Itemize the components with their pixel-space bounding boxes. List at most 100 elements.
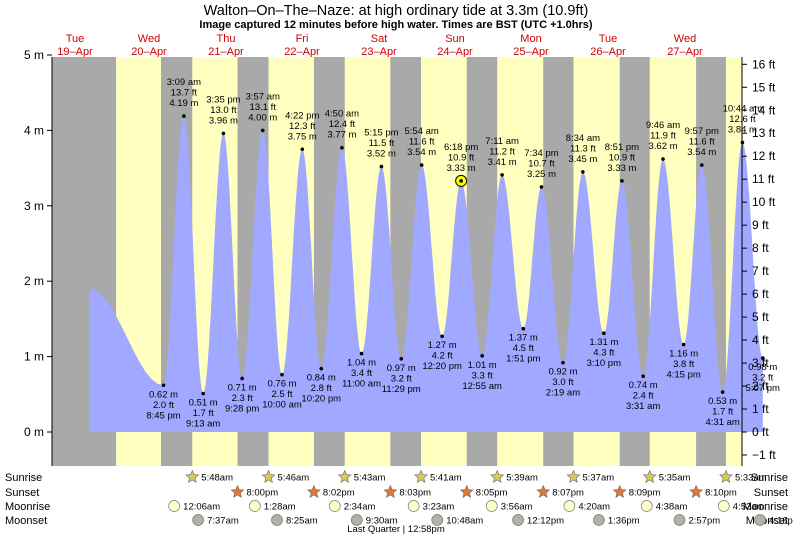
tide-dot (641, 374, 645, 379)
tide-dot (602, 331, 606, 336)
tide-label-text: 7:34 pm (524, 148, 558, 159)
sunset-icon (536, 484, 551, 498)
right-tick-label: 5 ft (752, 310, 769, 324)
sunset-icon (306, 484, 321, 498)
right-tick-label: 14 ft (752, 103, 776, 117)
tide-label-text: 11:29 pm (382, 384, 421, 395)
sunset-time: 8:05pm (476, 488, 508, 499)
right-tick-label: 13 ft (752, 126, 776, 140)
sunset-icon (230, 484, 245, 498)
low-tide-point: 1.37 m4.5 ft1:51 pm (506, 326, 541, 365)
tide-label-text: 3.62 m (648, 141, 677, 152)
sunset-event: 8:00pm (230, 484, 278, 499)
tide-label-text: 11.2 ft (489, 146, 515, 157)
moonset-icon (431, 514, 444, 526)
tide-label-text: 4:22 pm (285, 110, 319, 121)
day-date: 26–Apr (590, 46, 626, 58)
right-tick-label: 9 ft (752, 218, 769, 232)
tide-label-text: 10.9 ft (609, 152, 636, 163)
tide-label-text: 1.37 m (509, 333, 538, 344)
tide-label-text: 4:15 pm (666, 370, 700, 381)
sunrise-icon (337, 469, 352, 483)
tide-label-text: 3.2 ft (752, 373, 773, 384)
day-name: Tue (599, 33, 618, 45)
tide-label-text: 1.01 m (468, 360, 497, 371)
tide-label-text: 3:35 pm (206, 94, 240, 105)
moonrise-time: 12:06am (183, 502, 220, 513)
tide-label-text: 10:20 pm (301, 394, 341, 405)
tide-dot (699, 163, 704, 167)
moonrise-time: 3:56am (501, 502, 533, 513)
low-tide-point: 1.16 m3.8 ft4:15 pm (666, 342, 701, 381)
moonset-event: 9:30am (350, 514, 398, 527)
day-date: 24–Apr (437, 46, 473, 58)
day-name: Sun (445, 33, 465, 45)
day-name: Sat (371, 33, 388, 45)
tide-label-text: 3:09 am (167, 77, 201, 88)
tide-label-text: 8:34 am (566, 133, 600, 144)
tide-label-text: 4.19 m (169, 98, 198, 109)
tide-label-text: 2.8 ft (311, 383, 332, 394)
tide-label-text: 5:15 pm (364, 128, 398, 139)
low-tide-point: 0.53 m1.7 ft4:31 am (706, 390, 740, 428)
sunset-time: 8:09pm (629, 488, 661, 499)
tide-label-text: 13.1 ft (250, 102, 277, 113)
right-tick-label: 8 ft (752, 241, 769, 255)
tide-label-text: 12.3 ft (289, 121, 316, 132)
sun-moon-rows: Sunrise Sunrise Sunset Sunset Moonrise Moonri… (5, 469, 793, 527)
chart-title: Walton–On–The–Naze: at high ordinary tid… (204, 3, 589, 19)
tide-dot (240, 376, 244, 381)
moonset-time: 10:48am (446, 516, 483, 527)
tide-dot (720, 390, 725, 394)
tide-label-text: 3.2 ft (391, 373, 412, 384)
tide-label-text: 5:07 pm (746, 383, 780, 394)
right-tick-label: 11 ft (752, 172, 775, 186)
moonset-time: 2:57pm (689, 516, 721, 527)
moonset-time: 1:36pm (608, 516, 640, 527)
tide-label-text: 1.7 ft (193, 408, 214, 419)
tide-label-text: 9:46 am (646, 120, 680, 131)
row-label-left: Sunset (5, 487, 39, 499)
day-name: Wed (138, 33, 160, 45)
tide-label-text: 11.3 ft (570, 143, 596, 154)
sunrise-time: 5:35am (659, 473, 691, 484)
tide-dot (480, 354, 484, 358)
left-tick-label: 3 m (24, 199, 44, 213)
sunset-time: 8:02pm (323, 488, 355, 499)
tide-dot (359, 351, 364, 356)
sunset-icon (383, 484, 398, 498)
tide-label-text: 10:00 am (262, 400, 302, 411)
moonrise-event: 4:38am (640, 500, 687, 513)
right-tick-label: 2 ft (752, 379, 769, 393)
sunrise-event: 5:43am (337, 469, 386, 484)
low-tide-point: 0.51 m1.7 ft9:13 am (186, 391, 220, 430)
sunset-time: 8:03pm (399, 488, 431, 499)
tide-label-text: 4:50 am (325, 109, 359, 120)
moonrise-icon (168, 500, 181, 512)
tide-dot (561, 360, 565, 365)
sunrise-icon (719, 469, 733, 483)
tide-label-text: 4:31 am (706, 417, 740, 428)
row-label-right: Moonrise (743, 501, 788, 513)
moonset-event: 8:25am (271, 514, 318, 527)
moonset-time: 8:25am (286, 516, 318, 527)
moonset-icon (350, 514, 363, 526)
tide-dot (681, 342, 686, 347)
moonrise-event: 4:52am (717, 500, 765, 513)
sunrise-event: 5:41am (414, 469, 462, 484)
tide-label-text: 3.45 m (568, 154, 597, 165)
moonrise-event: 3:56am (485, 500, 533, 513)
tide-label-text: 2.0 ft (153, 400, 174, 411)
tide-label-text: 3.77 m (327, 130, 356, 141)
moonrise-icon (563, 500, 576, 512)
tide-label-text: 11.6 ft (689, 137, 715, 148)
moon-phase-label: Last Quarter | 12:58pm (347, 524, 445, 535)
